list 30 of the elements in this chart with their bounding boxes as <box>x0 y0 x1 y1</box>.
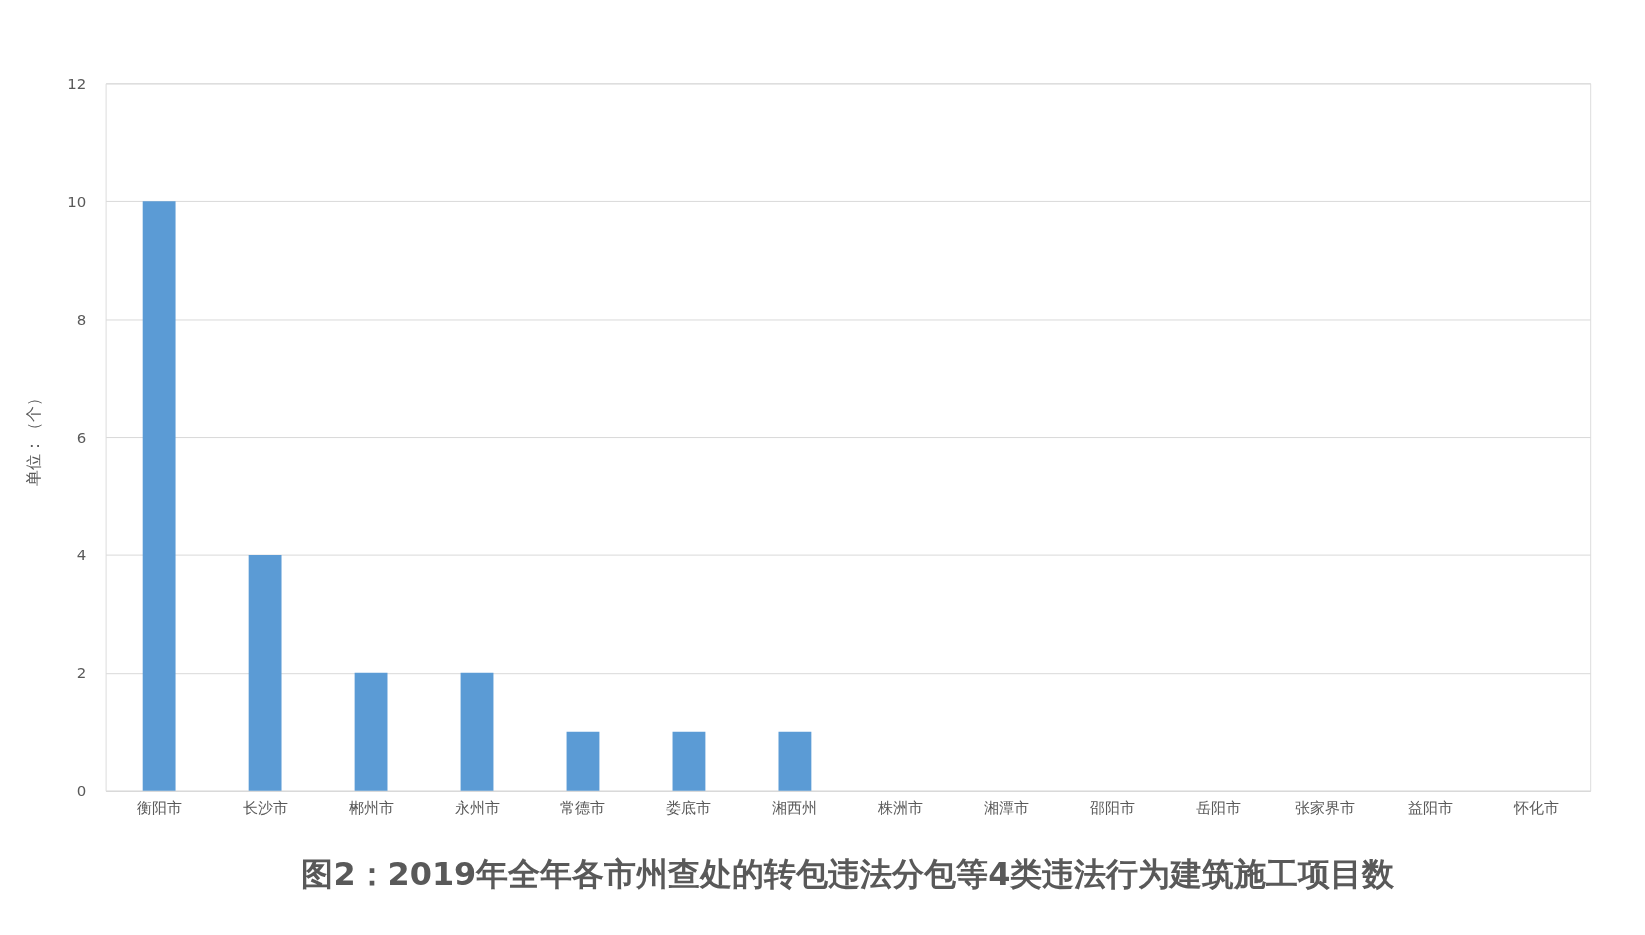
x-tick-label: 常德市 <box>560 799 606 818</box>
x-tick-label: 永州市 <box>454 799 500 818</box>
y-tick-label: 2 <box>76 664 87 683</box>
y-tick-label: 8 <box>76 310 87 329</box>
x-tick-label: 岳阳市 <box>1196 799 1242 818</box>
text: 图2：2019年全年各市州查处的转包违法分包等4类违法行为建筑施工项目数 <box>301 855 1396 894</box>
x-tick-label: 湘西州 <box>772 799 818 818</box>
bar <box>354 672 388 791</box>
x-tick-label: 株洲市 <box>877 799 924 818</box>
bar <box>460 672 494 791</box>
x-tick-label: 湘潭市 <box>984 799 1030 818</box>
bar <box>248 554 282 791</box>
x-tick-label: 长沙市 <box>242 799 288 818</box>
x-tick-label: 邵阳市 <box>1090 799 1136 818</box>
x-tick-label: 张家界市 <box>1294 799 1355 818</box>
y-tick-label: 6 <box>76 428 87 447</box>
bar <box>672 731 706 791</box>
y-tick-label: 12 <box>67 74 87 93</box>
y-axis-title: 单位：（个） <box>24 389 44 486</box>
bar <box>566 731 600 791</box>
x-tick-label: 郴州市 <box>348 799 394 818</box>
y-tick-label: 10 <box>67 192 87 211</box>
x-tick-label: 衡阳市 <box>136 799 182 818</box>
bar <box>778 731 812 791</box>
x-tick-label: 益阳市 <box>1408 799 1454 818</box>
y-tick-label: 4 <box>76 546 87 565</box>
y-tick-label: 0 <box>76 782 87 801</box>
x-tick-label: 怀化市 <box>1513 799 1560 818</box>
x-tick-label: 娄底市 <box>666 799 712 818</box>
bar <box>142 201 176 791</box>
